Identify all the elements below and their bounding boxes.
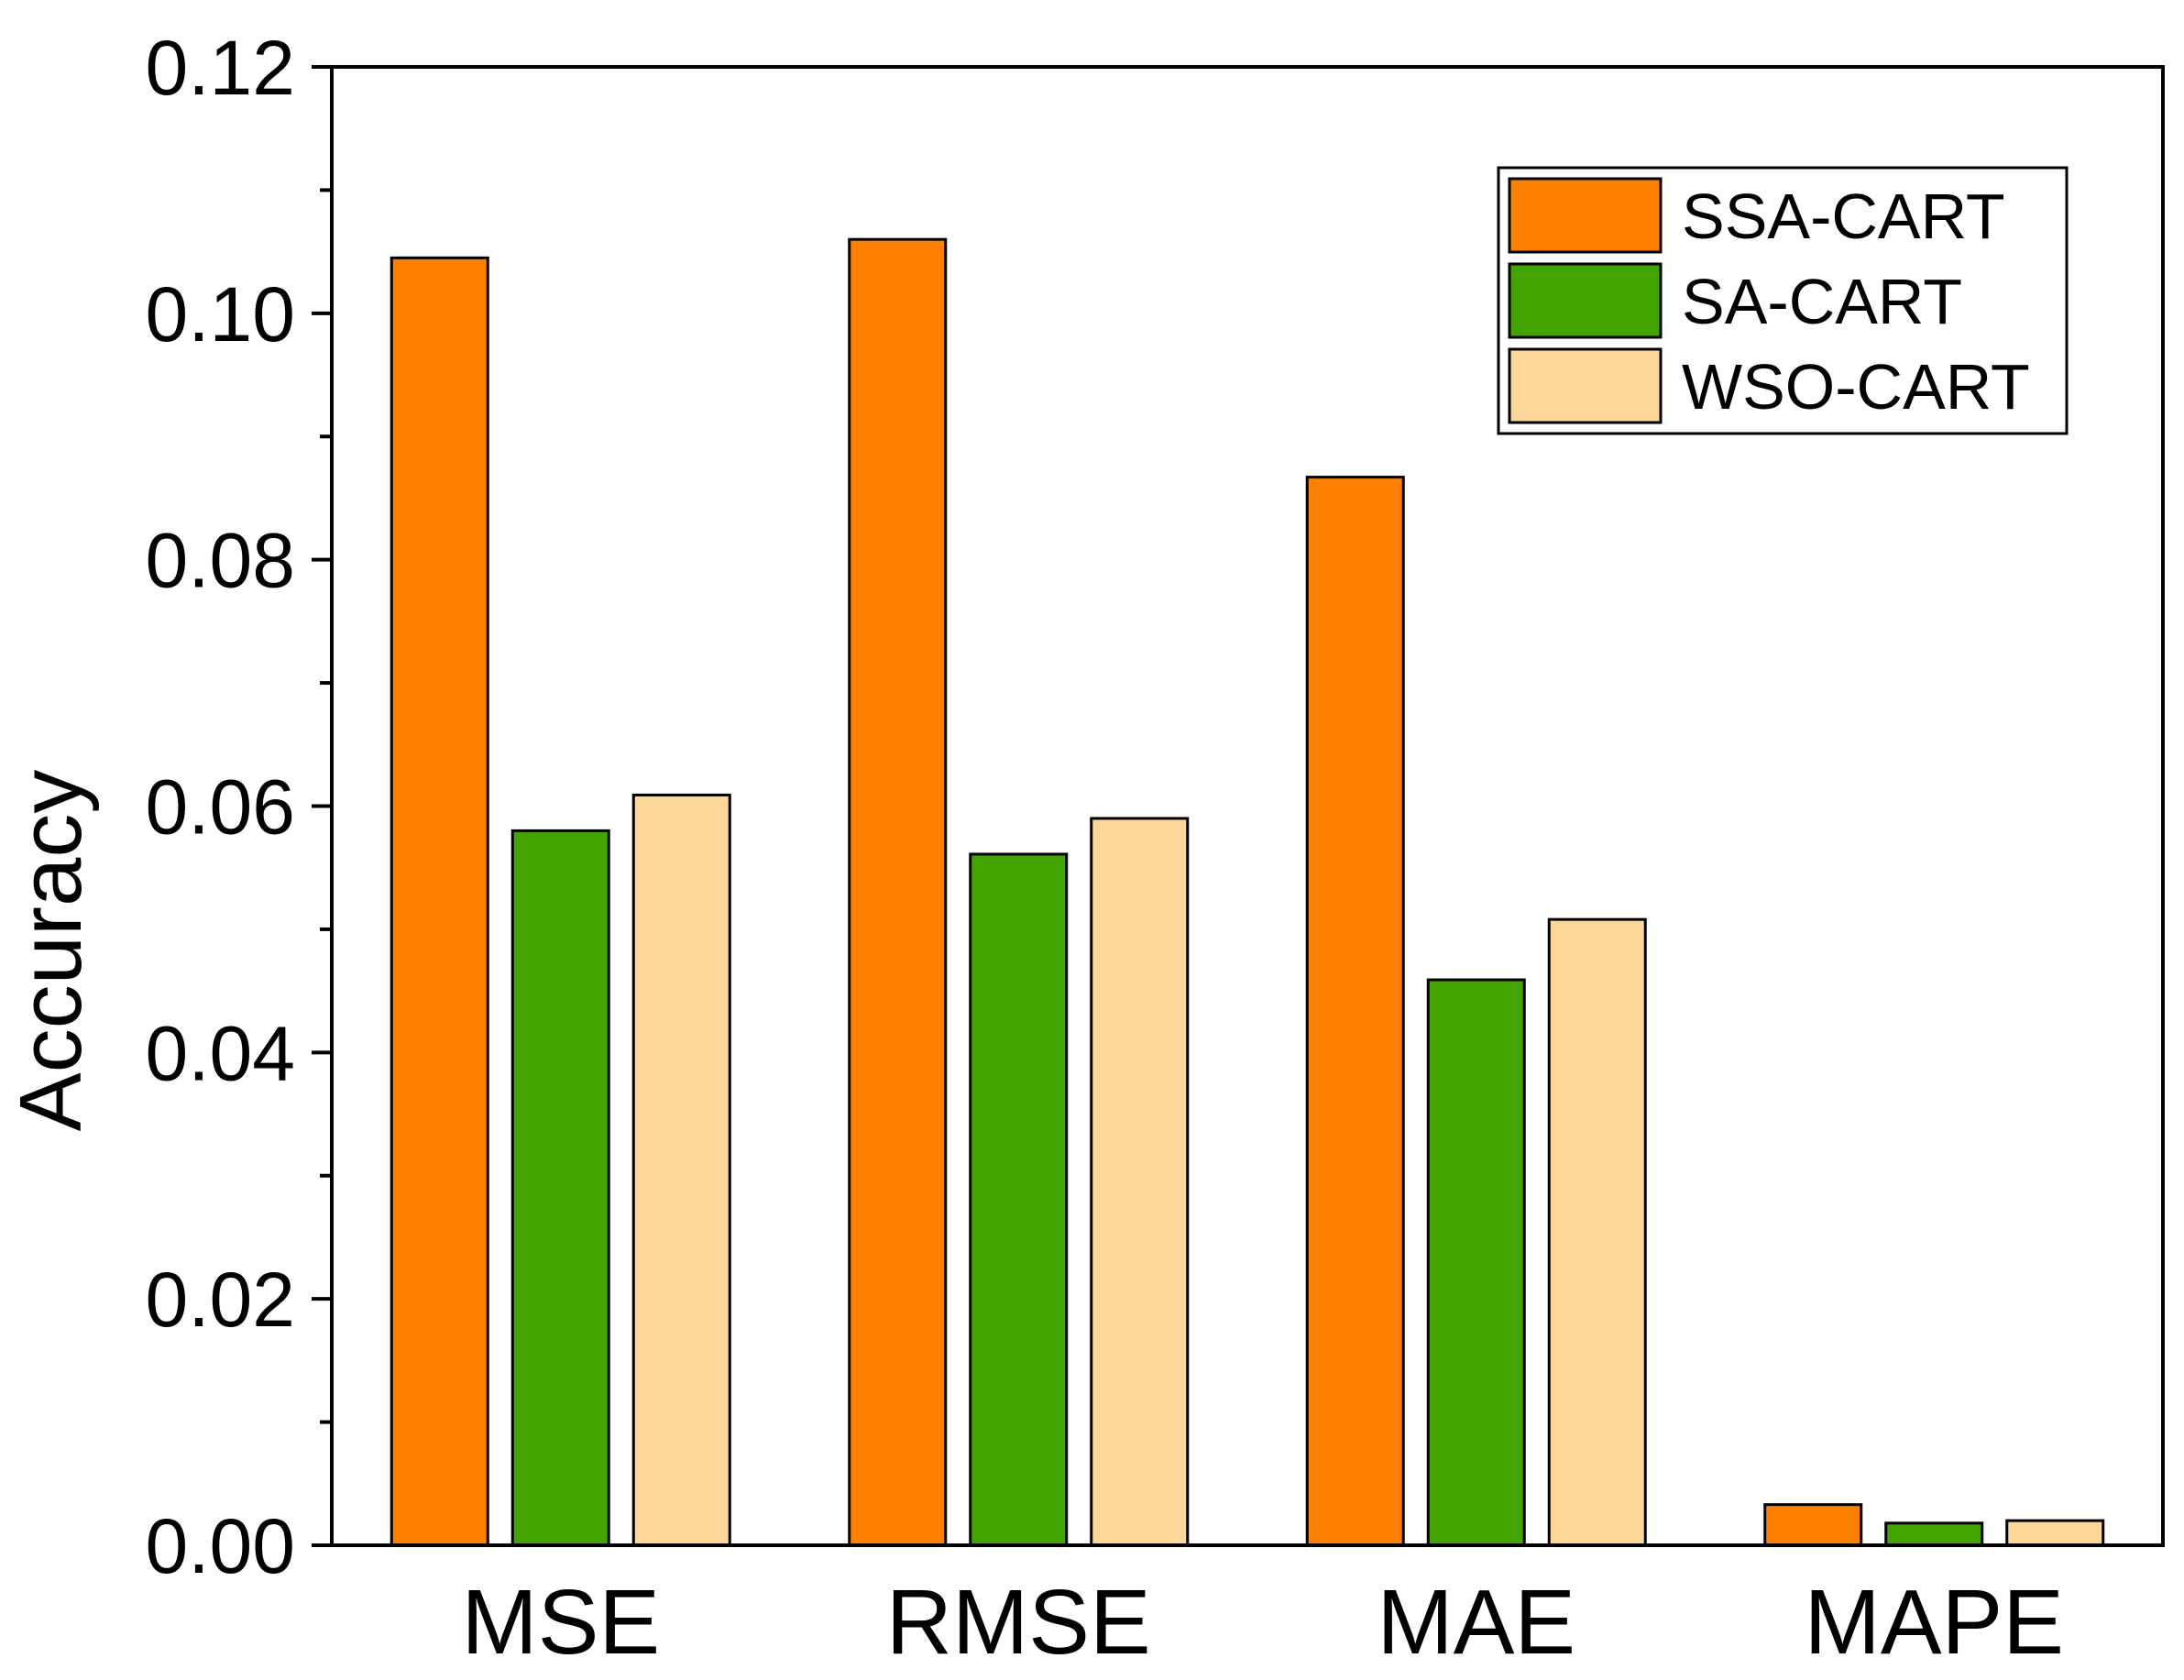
y-tick-label-6: 0.12 [146,25,296,111]
bar-ssa-cart-mae [1305,476,1405,1547]
plot-area: MSE RMSE MAE MAPE 0.00 0.02 0.04 0.06 0.08 0.10 0.… [146,25,2165,1674]
y-tick-label-4: 0.08 [146,518,296,604]
y-tick-label-2: 0.04 [146,1010,296,1096]
bar-wso-cart-mape [2005,1519,2105,1547]
bar-ssa-cart-rmse [848,237,948,1547]
y-tick-label-0: 0.00 [146,1503,296,1589]
bar-sa-cart-mse [510,829,610,1547]
x-tick-label-mae: MAE [1377,1571,1575,1674]
bar-ssa-cart-mse [390,256,489,1547]
bar-wso-cart-mse [631,793,731,1547]
y-tick-label-3: 0.06 [146,764,296,851]
bar-sa-cart-mape [1884,1521,1984,1547]
legend-label-sa-cart: SA-CART [1682,266,1962,337]
legend-swatch-ssa-cart [1508,177,1663,254]
y-tick-label-5: 0.10 [146,271,296,357]
x-tick-label-rmse: RMSE [886,1571,1151,1674]
y-axis-title: Accuracy [2,770,100,1132]
bar-wso-cart-rmse [1090,817,1190,1547]
legend-label-wso-cart: WSO-CART [1682,351,2030,423]
bar-wso-cart-mae [1547,917,1647,1547]
y-tick-label-1: 0.02 [146,1257,296,1343]
bar-sa-cart-rmse [969,852,1069,1547]
legend-swatch-wso-cart [1508,347,1663,424]
x-tick-label-mape: MAPE [1805,1571,2064,1674]
bar-ssa-cart-mape [1763,1503,1863,1547]
legend-label-ssa-cart: SSA-CART [1682,181,2005,252]
bar-sa-cart-mae [1426,978,1526,1547]
legend-swatch-sa-cart [1508,262,1663,339]
x-tick-label-mse: MSE [461,1571,660,1674]
legend: SSA-CART SA-CART WSO-CART [1497,166,2069,435]
